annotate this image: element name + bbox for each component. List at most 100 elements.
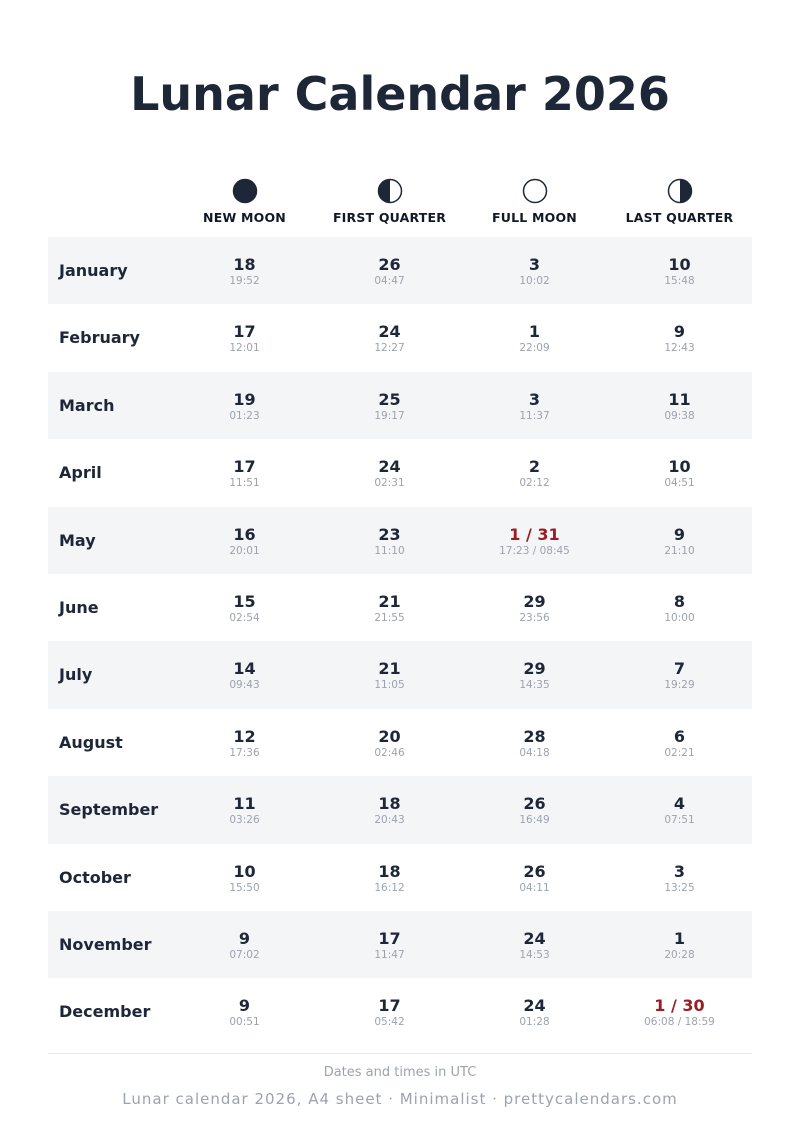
phase-day: 1 xyxy=(528,322,541,342)
phase-cell: 21 21:55 xyxy=(317,592,462,625)
phase-day: 16 xyxy=(233,524,256,544)
phase-cell: 23 11:10 xyxy=(317,525,462,558)
month-name: February xyxy=(59,328,140,348)
phase-label: NEW MOON xyxy=(203,210,286,225)
phase-cell: 18 16:12 xyxy=(317,862,462,895)
phase-time: 01:23 xyxy=(229,409,260,422)
table-row: May 16 20:01 23 11:10 1 / 31 17:23 / 08:45 9 21:… xyxy=(48,506,752,574)
phase-cell: 3 11:37 xyxy=(462,390,607,423)
table-row: November 9 07:02 17 11:47 24 14:53 1 20:28 xyxy=(48,910,752,979)
phase-time: 10:00 xyxy=(664,611,695,624)
phase-time: 15:48 xyxy=(664,275,695,287)
phase-time: 01:28 xyxy=(519,1016,550,1029)
phase-cell: 18 20:43 xyxy=(317,794,462,827)
phase-time: 05:42 xyxy=(374,1016,405,1029)
phase-time: 17:23 / 08:45 xyxy=(499,544,570,557)
phase-time: 07:02 xyxy=(229,948,260,961)
phase-day: 21 xyxy=(378,591,401,611)
phase-time: 04:18 xyxy=(519,746,550,759)
phase-cell: 16 20:01 xyxy=(172,525,317,558)
phase-cell: 3 10:02 xyxy=(462,255,607,288)
phase-day: 26 xyxy=(523,794,546,814)
phase-time: 02:54 xyxy=(229,611,260,624)
last-quarter-icon xyxy=(667,178,692,204)
table-row: July 14 09:43 21 11:05 29 14:35 7 19:29 xyxy=(48,641,752,709)
phase-day: 17 xyxy=(233,322,256,342)
phase-time: 09:38 xyxy=(664,409,695,422)
phase-time: 02:46 xyxy=(374,746,405,759)
phase-time: 04:47 xyxy=(374,275,405,287)
phase-cell: 9 00:51 xyxy=(172,996,317,1029)
table-row: January 18 19:52 26 04:47 3 10:02 10 15:48 xyxy=(48,237,752,305)
phase-time: 07:51 xyxy=(664,814,695,827)
phase-day: 10 xyxy=(668,255,691,274)
utc-note: Dates and times in UTC xyxy=(323,1065,477,1080)
phase-cell: 10 15:48 xyxy=(607,255,752,288)
phase-cell: 24 02:31 xyxy=(317,457,462,490)
phase-day: 4 xyxy=(673,794,686,814)
phase-time: 15:50 xyxy=(229,881,260,894)
phase-cell: 11 09:38 xyxy=(607,390,752,423)
table-row: April 17 11:51 24 02:31 2 02:12 10 04:51 xyxy=(48,439,752,506)
phase-time: 11:37 xyxy=(519,409,550,422)
month-name: August xyxy=(59,732,123,752)
table-row: August 12 17:36 20 02:46 28 04:18 6 02:21 xyxy=(48,709,752,776)
phase-day: 24 xyxy=(523,928,546,948)
phase-header-new-moon: NEW MOON xyxy=(172,178,317,225)
phase-time: 11:10 xyxy=(374,544,405,557)
phase-time: 12:01 xyxy=(229,342,260,355)
month-name: May xyxy=(59,530,96,550)
phase-day: 6 xyxy=(673,726,686,746)
phase-cell: 7 19:29 xyxy=(607,659,752,692)
month-name: June xyxy=(59,597,99,617)
phase-header: NEW MOON FIRST QUARTER FULL MOON LAST QU… xyxy=(48,178,752,236)
phase-day: 19 xyxy=(233,389,256,409)
phase-time: 19:29 xyxy=(664,679,695,692)
phase-header-first-quarter: FIRST QUARTER xyxy=(317,178,462,225)
phase-day: 2 xyxy=(528,457,541,477)
phase-day: 23 xyxy=(378,524,401,544)
phase-cell: 29 14:35 xyxy=(462,659,607,692)
phase-day: 8 xyxy=(673,591,686,611)
phase-day: 3 xyxy=(673,861,686,881)
table-row: December 9 00:51 17 05:42 24 01:28 1 / 30 06:08 … xyxy=(48,978,752,1045)
phase-time: 14:53 xyxy=(519,948,550,961)
phase-time: 21:10 xyxy=(664,544,695,557)
phase-day: 17 xyxy=(233,457,256,477)
phase-cell: 10 15:50 xyxy=(172,862,317,895)
new-moon-icon xyxy=(232,178,257,204)
month-name: October xyxy=(59,867,131,887)
phase-day: 25 xyxy=(378,389,401,409)
phase-day: 9 xyxy=(238,928,251,948)
phase-time: 17:36 xyxy=(229,746,260,759)
phase-cell: 9 21:10 xyxy=(607,525,752,558)
phase-time: 20:01 xyxy=(229,544,260,557)
phase-day: 1 xyxy=(673,928,686,948)
phase-day: 1 / 30 xyxy=(654,996,705,1016)
month-name: July xyxy=(59,665,93,685)
phase-label: LAST QUARTER xyxy=(625,210,734,225)
phase-cell: 24 01:28 xyxy=(462,996,607,1029)
month-name: January xyxy=(59,261,128,280)
phase-cell: 9 07:02 xyxy=(172,929,317,962)
phase-cell: 28 04:18 xyxy=(462,727,607,760)
phase-day: 10 xyxy=(668,457,691,477)
first-quarter-icon xyxy=(377,178,402,204)
phase-cell: 17 11:51 xyxy=(172,457,317,490)
phase-cell: 2 02:12 xyxy=(462,457,607,490)
phase-time: 02:12 xyxy=(519,477,550,490)
table-row: February 17 12:01 24 12:27 1 22:09 9 12:43 xyxy=(48,304,752,371)
phase-time: 22:09 xyxy=(519,342,550,355)
phase-time: 14:35 xyxy=(519,679,550,692)
phase-day: 18 xyxy=(378,861,401,881)
phase-time: 23:56 xyxy=(519,611,550,624)
phase-day: 1 / 31 xyxy=(509,524,560,544)
lunar-table: January 18 19:52 26 04:47 3 10:02 10 15:48 Februa… xyxy=(48,237,752,1046)
phase-day: 26 xyxy=(523,861,546,881)
phase-time: 03:26 xyxy=(229,814,260,827)
phase-cell: 17 12:01 xyxy=(172,322,317,355)
phase-cell: 3 13:25 xyxy=(607,862,752,895)
phase-day: 9 xyxy=(673,322,686,342)
table-row: September 11 03:26 18 20:43 26 16:49 4 07:51 xyxy=(48,776,752,844)
month-name: November xyxy=(59,934,152,954)
